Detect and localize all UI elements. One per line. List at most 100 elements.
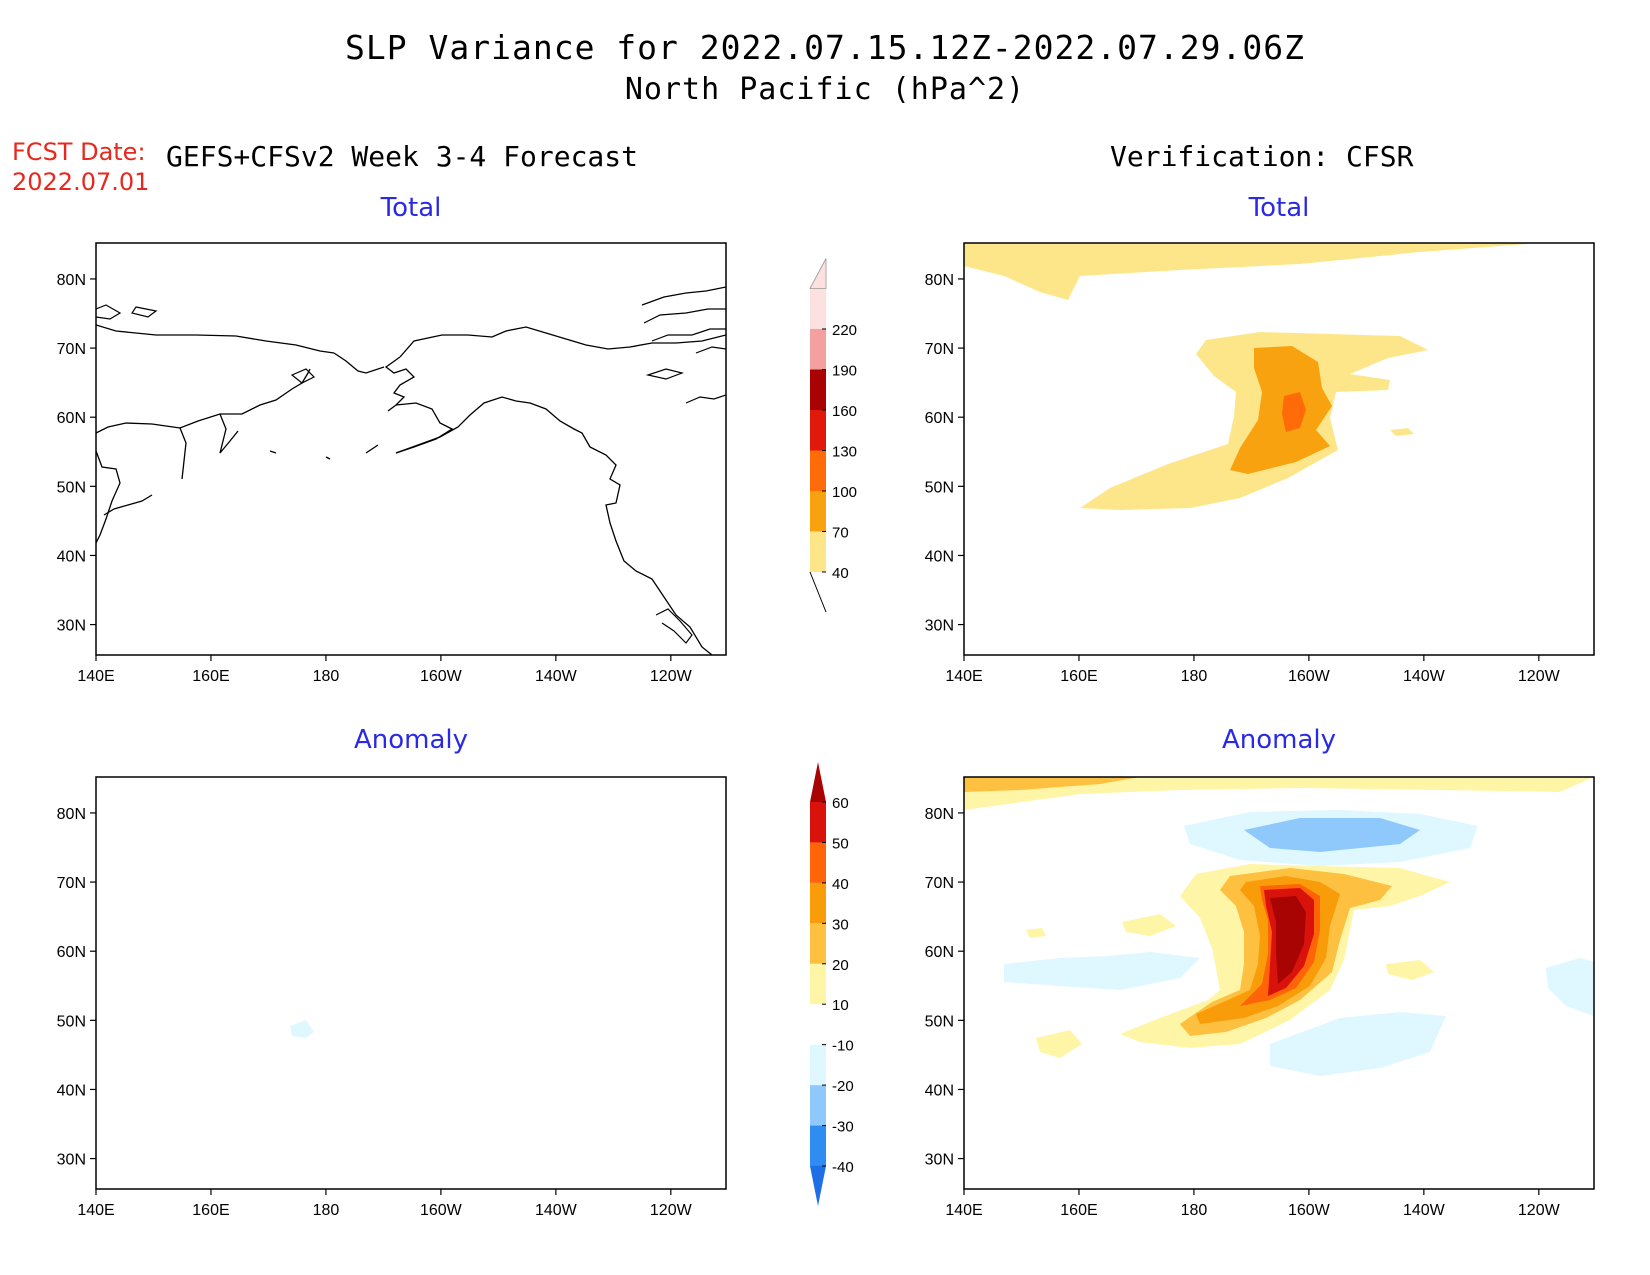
lat-tick-label: 70N [57, 875, 86, 892]
colorbar-bottom-arrow [810, 1166, 826, 1206]
colorbar-swatch [810, 531, 826, 572]
lat-tick-label: 50N [925, 1013, 954, 1030]
lat-tick-label: 50N [925, 479, 954, 496]
lat-tick-label: 70N [925, 875, 954, 892]
colorbar-swatch [810, 1125, 826, 1166]
lat-tick-label: 60N [57, 944, 86, 961]
colorbar-swatch [810, 842, 826, 883]
fcst-date-value: 2022.07.01 [12, 168, 150, 196]
contour-minus10-band [1546, 958, 1594, 1016]
lon-tick-label: 140E [77, 668, 114, 685]
contour-40-band [1080, 332, 1428, 510]
lon-tick-label: 140W [535, 668, 578, 685]
main-title: SLP Variance for 2022.07.15.12Z-2022.07.… [345, 28, 1305, 67]
map-frame [95, 776, 727, 1190]
lat-tick-label: 40N [925, 1082, 954, 1099]
colorbar-swatch [810, 923, 826, 964]
colorbar-label: 10 [832, 997, 849, 1014]
panel-label-forecast-anomaly: Anomaly [353, 725, 469, 755]
lon-tick-label: 120W [650, 668, 693, 685]
contour-10-band [964, 777, 1594, 810]
lon-tick-label: 180 [1181, 668, 1208, 685]
contour-100-band [1282, 392, 1306, 432]
colorbar-label: -40 [832, 1159, 854, 1176]
lat-tick-label: 40N [57, 1082, 86, 1099]
contour-10-band [1122, 914, 1176, 936]
colorbar-top-arrow [809, 258, 827, 289]
colorbar-swatch [810, 491, 826, 532]
colorbar-label: -10 [832, 1038, 854, 1055]
lon-tick-label: 140W [535, 1202, 578, 1219]
colorbar-swatch [810, 1085, 826, 1126]
lat-tick-label: 60N [925, 410, 954, 427]
lat-tick-label: 40N [925, 548, 954, 565]
map-forecast-total [95, 242, 727, 656]
fcst-date-label: FCST Date: [12, 138, 146, 166]
right-column-title: Verification: CFSR [1110, 140, 1414, 173]
lon-tick-label: 160W [420, 1202, 463, 1219]
colorbar-swatch [810, 450, 826, 491]
lon-tick-label: 160E [192, 1202, 229, 1219]
colorbar-swatch [810, 1044, 826, 1086]
panel-label-verification-total: Total [1248, 193, 1310, 223]
lat-tick-label: 70N [57, 341, 86, 358]
lon-tick-label: 160E [1060, 1202, 1097, 1219]
contour-minus10-band [290, 1020, 314, 1038]
lon-tick-label: 140E [945, 1202, 982, 1219]
lat-tick-label: 80N [925, 806, 954, 823]
colorbar-label: 220 [832, 322, 857, 339]
map-frame [963, 776, 1595, 1190]
lat-tick-label: 30N [925, 618, 954, 635]
colorbar-label: 190 [832, 363, 857, 380]
colorbar-label: 20 [832, 957, 849, 974]
left-column-title: GEFS+CFSv2 Week 3-4 Forecast [166, 140, 639, 173]
lon-tick-label: 160E [1060, 668, 1097, 685]
lon-tick-label: 180 [313, 668, 340, 685]
colorbar-label: 100 [832, 484, 857, 501]
colorbar-swatch [810, 369, 826, 410]
lat-tick-label: 60N [57, 410, 86, 427]
contour-60-band [1270, 896, 1306, 984]
contour-10-band [1036, 1030, 1082, 1058]
contour-40-band [964, 243, 1540, 300]
lat-tick-label: 60N [925, 944, 954, 961]
contour-40-band [1390, 428, 1414, 436]
map-frame [963, 242, 1595, 656]
lon-tick-label: 160W [420, 668, 463, 685]
lat-tick-label: 50N [57, 1013, 86, 1030]
anomaly-colorbar: -40 -30 -20 -10 10 20 30 40 50 60 [810, 762, 854, 1206]
colorbar-label: 40 [832, 565, 849, 582]
colorbar-label: 50 [832, 835, 849, 852]
contour-minus10-band [1270, 1012, 1446, 1076]
map-verification-total [963, 242, 1595, 656]
colorbar-swatch [810, 288, 826, 329]
lon-tick-label: 120W [650, 1202, 693, 1219]
panel-label-verification-anomaly: Anomaly [1221, 725, 1337, 755]
colorbar-label: 160 [832, 403, 857, 420]
total-colorbar: 40 70 100 130 160 190 220 [809, 258, 857, 613]
map-verification-anomaly [963, 776, 1595, 1190]
lon-tick-label: 140W [1403, 1202, 1446, 1219]
contour-10-band [1386, 960, 1434, 980]
lon-tick-label: 160E [192, 668, 229, 685]
lat-tick-label: 50N [57, 479, 86, 496]
fcst-date-block: FCST Date: 2022.07.01 [12, 137, 149, 197]
axis-ticks: 80N 70N 60N 50N 40N 30N 140E 160E 180 160W 140W 120… [57, 272, 1561, 1219]
lon-tick-label: 180 [313, 1202, 340, 1219]
lat-tick-label: 80N [57, 806, 86, 823]
contour-70-band [1230, 346, 1332, 474]
colorbar-label: 60 [832, 795, 849, 812]
colorbar-label: 30 [832, 916, 849, 933]
colorbar-swatch [810, 410, 826, 451]
lon-tick-label: 160W [1288, 1202, 1331, 1219]
lat-tick-label: 30N [57, 618, 86, 635]
lat-tick-label: 80N [57, 272, 86, 289]
colorbar-label: 130 [832, 444, 857, 461]
lat-tick-label: 30N [57, 1152, 86, 1169]
colorbar-swatch [810, 802, 826, 843]
map-forecast-anomaly [95, 776, 727, 1190]
colorbar-top-arrow [810, 762, 826, 802]
contour-minus10-band [1004, 952, 1200, 990]
panel-label-forecast-total: Total [380, 193, 442, 223]
